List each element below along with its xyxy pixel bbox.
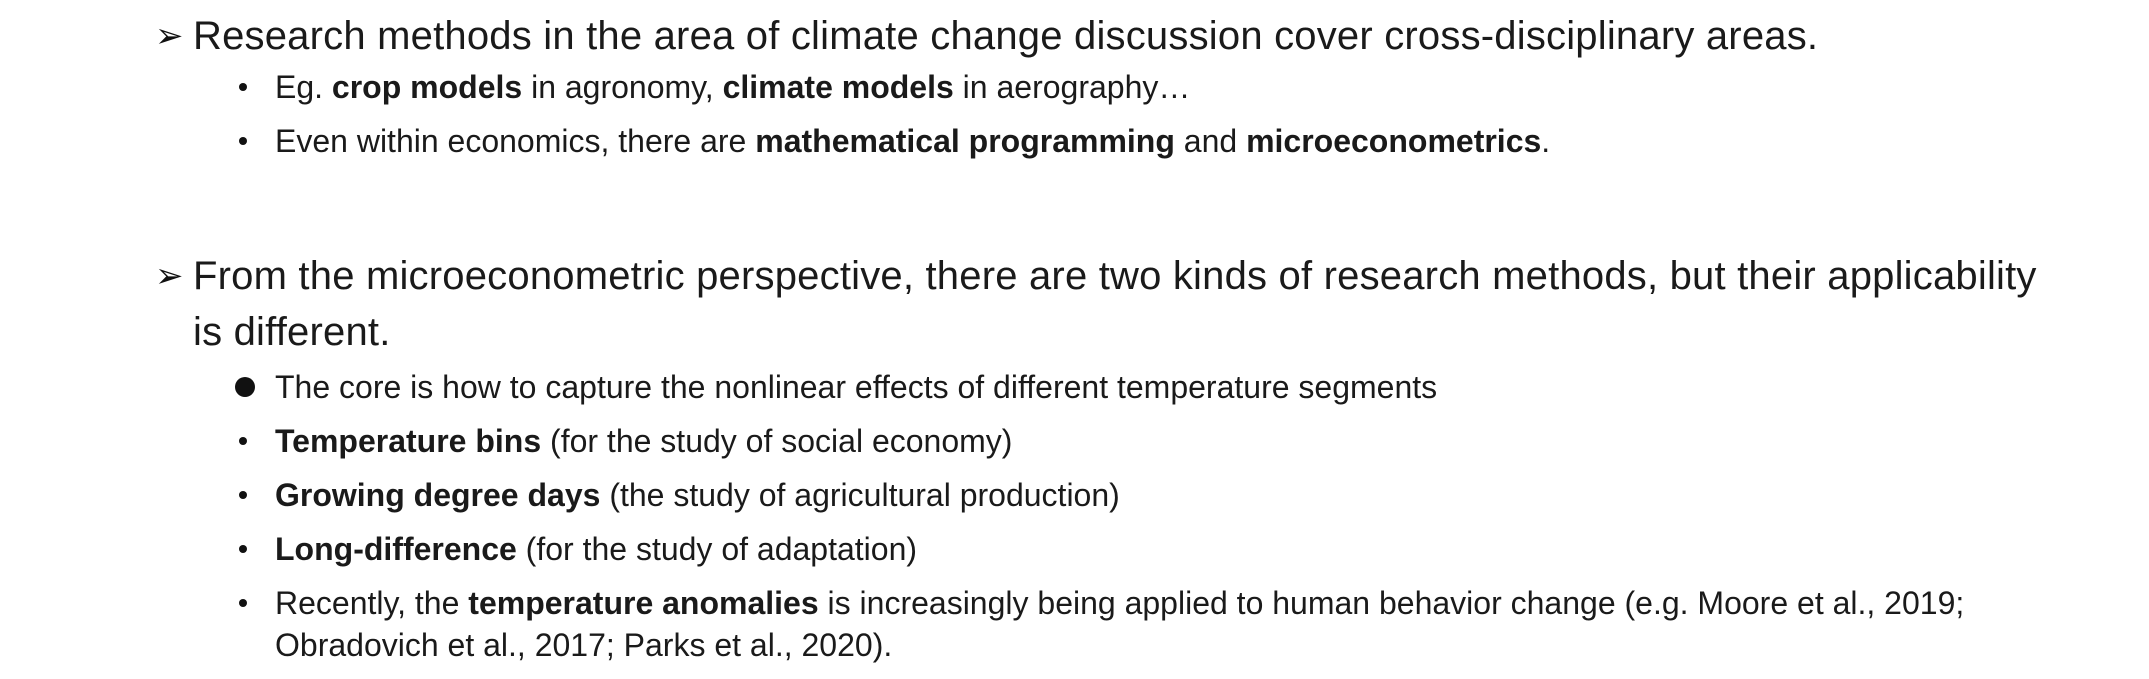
sub-bullet-item: Eg. crop models in agronomy, climate mod… (235, 66, 2055, 108)
bold-term: microeconometrics (1246, 123, 1542, 159)
sub-bullet-item: Recently, the temperature anomalies is i… (235, 582, 2055, 666)
arrow-bullet-icon: ➢ (155, 16, 184, 56)
bold-term: Long-difference (275, 531, 517, 567)
bold-term: temperature anomalies (468, 585, 819, 621)
dot-bullet-icon (235, 66, 275, 108)
dot-bullet-icon (235, 120, 275, 162)
sub-bullet-text: Temperature bins (for the study of socia… (275, 420, 2055, 462)
sub-bullet-item: Even within economics, there are mathema… (235, 120, 2055, 162)
dot-bullet-icon (235, 420, 275, 462)
sub-bullet-text: Growing degree days (the study of agricu… (275, 474, 2055, 516)
bold-term: mathematical programming (755, 123, 1175, 159)
filled-circle-bullet-icon (235, 366, 275, 408)
text-run: (for the study of adaptation) (516, 531, 918, 567)
text-run: Even within economics, there are (275, 123, 756, 159)
bullet-point-microeconometric: ➢ From the microeconometric perspective,… (155, 248, 2055, 678)
dot-bullet-icon (235, 582, 275, 624)
text-run: . (1541, 123, 1551, 159)
main-bullet-text: Research methods in the area of climate … (193, 14, 1819, 58)
sub-bullet-item: Temperature bins (for the study of socia… (235, 420, 2055, 462)
text-run: Recently, the (275, 585, 469, 621)
sub-bullet-item: The core is how to capture the nonlinear… (235, 366, 2055, 408)
sub-bullet-text: Even within economics, there are mathema… (275, 120, 2055, 162)
sub-bullet-item: Growing degree days (the study of agricu… (235, 474, 2055, 516)
sub-bullet-list: The core is how to capture the nonlinear… (235, 366, 2055, 666)
text-run: and (1174, 123, 1247, 159)
bold-term: climate models (722, 69, 954, 105)
text-run: Eg. (275, 69, 332, 105)
main-bullet-line: ➢ Research methods in the area of climat… (155, 8, 2055, 64)
text-run: (the study of agricultural production) (600, 477, 1120, 513)
dot-bullet-icon (235, 474, 275, 516)
sub-bullet-text: Eg. crop models in agronomy, climate mod… (275, 66, 2055, 108)
sub-bullet-text: The core is how to capture the nonlinear… (275, 366, 2055, 408)
text-run: (for the study of social economy) (541, 423, 1013, 459)
bold-term: Temperature bins (275, 423, 542, 459)
bullet-point-research-methods: ➢ Research methods in the area of climat… (155, 8, 2055, 174)
sub-bullet-text: Long-difference (for the study of adapta… (275, 528, 2055, 570)
text-run: is increasingly being applied to human b… (275, 585, 1965, 663)
text-run: in aerography… (953, 69, 1191, 105)
sub-bullet-item: Long-difference (for the study of adapta… (235, 528, 2055, 570)
sub-bullet-list: Eg. crop models in agronomy, climate mod… (235, 66, 2055, 162)
sub-bullet-text: Recently, the temperature anomalies is i… (275, 582, 2055, 666)
arrow-bullet-icon: ➢ (155, 256, 184, 296)
main-bullet-text: From the microeconometric perspective, t… (193, 254, 2037, 354)
text-run: The core is how to capture the nonlinear… (275, 369, 1438, 405)
main-bullet-line: ➢ From the microeconometric perspective,… (155, 248, 2055, 360)
bold-term: Growing degree days (275, 477, 601, 513)
text-run: in agronomy, (522, 69, 723, 105)
bold-term: crop models (331, 69, 523, 105)
dot-bullet-icon (235, 528, 275, 570)
